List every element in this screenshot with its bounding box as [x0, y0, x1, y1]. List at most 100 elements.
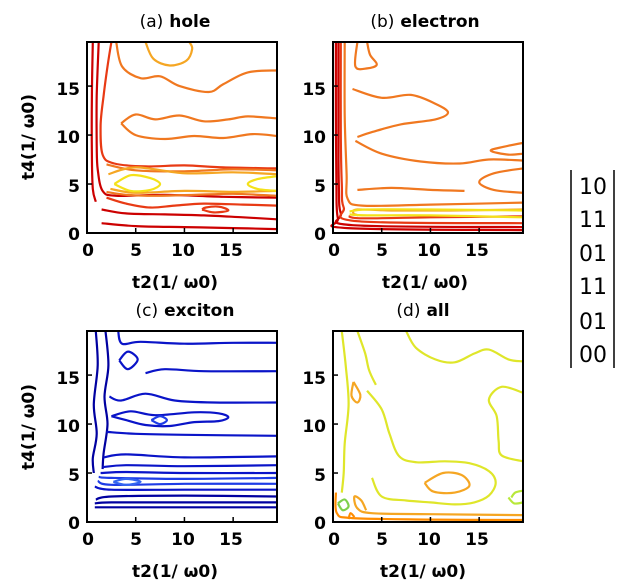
panel-c-label: (c): [136, 301, 159, 321]
panel-d-contours: [334, 330, 524, 522]
panel-a-contour-11: [106, 190, 278, 197]
panel-c-ylabel: t4(1/ ω0): [19, 384, 39, 470]
panel-d-contour-5: [340, 330, 350, 493]
panel-d-xtick-2: 10: [417, 530, 441, 550]
state-vector-entry-1: 10: [579, 175, 607, 200]
panel-c: (c) exciton 0 5 10 15 0 5 10 15 t2(1/ ω0)…: [19, 301, 278, 582]
panel-b-ticks: [332, 85, 480, 234]
state-vector-entry-5: 01: [579, 310, 607, 335]
panel-d-frame: [332, 330, 524, 523]
panel-d-contour-3: [350, 381, 362, 404]
panel-b-title-text: electron: [400, 12, 479, 32]
panel-c-xtick-2: 10: [171, 530, 195, 550]
panel-b-xtick-2: 10: [417, 241, 441, 261]
panel-a-contour-15: [113, 173, 162, 193]
panel-a-contour-2: [101, 208, 278, 221]
panel-c-contour-5: [117, 330, 278, 346]
panel-b-title: (b) electron: [370, 12, 479, 32]
panel-d-contour-7: [405, 330, 524, 364]
panel-d-ticks: [332, 374, 480, 523]
panel-c-xlabel: t2(1/ ω0): [132, 562, 218, 582]
panel-b-contour-0: [330, 41, 524, 232]
panel-c-ytick-3: 15: [56, 369, 80, 389]
state-vector: 10 11 01 11 01 00: [570, 170, 615, 368]
panel-d-ytick-3: 15: [302, 369, 326, 389]
panel-d: (d) all 0 5 10 15 0 5 10 15 t2(1/ ω0): [302, 301, 524, 582]
panel-c-ytick-0: 0: [68, 514, 80, 534]
panel-d-contour-0: [334, 492, 524, 522]
panel-a-contour-6: [201, 205, 230, 214]
panel-b-contours: [330, 41, 524, 232]
panel-c-xtick-0: 0: [82, 530, 94, 550]
panel-a-label: (a): [140, 12, 164, 32]
panel-c-xtick-1: 5: [130, 530, 142, 550]
panel-c-contour-13: [100, 470, 278, 475]
panel-c-contour-17: [98, 475, 278, 480]
panel-a-ylabel: t4(1/ ω0): [19, 94, 39, 180]
panel-b-xtick-3: 15: [465, 241, 489, 261]
panel-c-xtick-3: 15: [219, 530, 243, 550]
panel-d-contour-2: [353, 495, 524, 517]
panel-a-contour-16: [246, 175, 278, 192]
panel-c-title-text: exciton: [164, 301, 234, 321]
panel-b-contour-13: [349, 213, 524, 219]
panel-d-contour-11: [510, 489, 524, 499]
panel-d-contour-10: [507, 496, 524, 505]
panel-a-contour-3: [101, 222, 278, 231]
panel-a-title-text: hole: [169, 12, 210, 32]
panel-d-contour-8: [366, 390, 497, 506]
panel-d-contour-12: [336, 498, 350, 512]
panel-d-xtick-1: 5: [376, 530, 388, 550]
panel-d-contour-1: [347, 512, 356, 520]
panel-a-contour-8: [120, 113, 278, 125]
panel-a-contour-4: [99, 41, 278, 170]
panel-a-frame: [86, 41, 278, 234]
panel-d-contour-4: [423, 471, 471, 495]
panel-a-contour-14: [110, 187, 278, 194]
panel-c-title: (c) exciton: [136, 301, 235, 321]
panel-b-xlabel: t2(1/ ω0): [382, 273, 468, 293]
panel-a-xtick-1: 5: [130, 241, 142, 261]
state-vector-entry-2: 11: [579, 208, 607, 233]
panel-a-xlabel: t2(1/ ω0): [132, 273, 218, 293]
panel-b-ytick-3: 15: [302, 80, 326, 100]
panel-a-ytick-2: 10: [56, 128, 80, 148]
panel-d-xlabel: t2(1/ ω0): [380, 562, 466, 582]
panel-b-contour-6: [352, 87, 450, 139]
panel-c-ytick-1: 5: [68, 466, 80, 486]
panel-d-xtick-3: 15: [465, 530, 489, 550]
panel-c-contour-7: [145, 368, 278, 375]
panel-a-xtick-3: 15: [219, 241, 243, 261]
panel-a: (a) hole 0 5 10 15 0 5 10 15 t2(1/ ω0) t4…: [19, 12, 278, 293]
panel-c-contour-16: [97, 479, 278, 487]
panel-d-ytick-1: 5: [314, 466, 326, 486]
panel-a-xtick-2: 10: [171, 241, 195, 261]
panel-b-ytick-1: 5: [314, 177, 326, 197]
panel-c-contour-3: [94, 501, 277, 505]
panel-d-contour-6: [356, 330, 377, 386]
panel-b-xtick-0: 0: [328, 241, 340, 261]
panel-b-frame: [332, 41, 524, 234]
panel-d-ytick-2: 10: [302, 417, 326, 437]
panel-c-ytick-2: 10: [56, 417, 80, 437]
panel-d-contour-9: [487, 385, 524, 463]
panel-a-contours: [90, 41, 278, 231]
panel-c-contour-15: [150, 415, 168, 426]
panel-b-contour-7: [354, 139, 524, 165]
panel-a-contour-12: [144, 41, 194, 67]
panel-c-contour-12: [102, 464, 278, 469]
panel-b-contour-10: [489, 141, 524, 156]
panel-b-contour-1: [334, 41, 524, 229]
panel-c-contours: [91, 330, 278, 509]
panel-a-ytick-1: 5: [68, 177, 80, 197]
panel-c-contour-10: [106, 430, 278, 437]
panel-a-title: (a) hole: [140, 12, 211, 32]
panel-c-contour-14: [94, 485, 277, 492]
panel-c-ticks: [86, 374, 234, 523]
panel-d-label: (d): [396, 301, 420, 321]
panel-c-frame: [86, 330, 278, 523]
panel-b-contour-8: [478, 167, 524, 194]
state-vector-entry-6: 00: [579, 343, 607, 368]
panel-d-ytick-0: 0: [314, 514, 326, 534]
panel-a-contour-1: [95, 41, 278, 199]
